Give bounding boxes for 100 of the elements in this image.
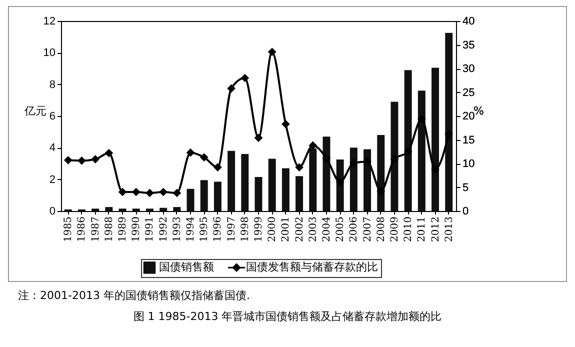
x-tick-label: 2010 <box>403 216 414 242</box>
bar <box>254 176 262 211</box>
point <box>444 130 454 138</box>
y-tick-label: 2 <box>49 174 56 186</box>
x-tick-label: 2007 <box>362 216 374 242</box>
point <box>295 163 304 172</box>
point <box>390 155 399 164</box>
bar <box>418 90 426 211</box>
x-tick-label: 2008 <box>376 216 387 242</box>
bar <box>160 208 168 211</box>
bar <box>228 150 236 211</box>
legend-label: 国债销售额 <box>159 260 214 274</box>
point <box>64 156 72 164</box>
text: 注：2001-2013 年的国债销售额仅指储蓄国债. <box>18 288 251 303</box>
x-tick-label: 1993 <box>172 216 183 242</box>
bar <box>364 149 372 211</box>
x-tick-label: 2009 <box>389 216 400 242</box>
x-tick-label: 1996 <box>212 216 224 242</box>
y2-tick-label: 40 <box>462 16 475 28</box>
y-tick-label: 12 <box>43 16 56 28</box>
y2-tick-label: 15 <box>462 134 475 146</box>
x-tick-label: 2001 <box>280 216 292 242</box>
y2-tick-label: 35 <box>462 39 475 52</box>
x-tick-label: 1994 <box>186 216 197 242</box>
bar <box>282 168 290 211</box>
x-tick-label: 2004 <box>321 216 332 242</box>
y-tick-label: 8 <box>49 78 56 91</box>
y2-tick-label: 20 <box>462 110 475 122</box>
y2-tick-label: 30 <box>462 63 475 75</box>
point <box>336 178 344 186</box>
bar <box>173 207 181 211</box>
point <box>376 186 386 196</box>
point <box>322 154 331 162</box>
point <box>417 114 426 124</box>
legend-label: 国债发售额与储蓄存款的比 <box>246 260 378 274</box>
x-tick-label: 2012 <box>430 216 442 242</box>
x-tick-label: 2003 <box>308 216 319 242</box>
text: 图 1 1985-2013 年晋城市国债销售额及占储蓄存款增加额的比 <box>132 309 443 324</box>
y-tick-label: 4 <box>49 142 56 154</box>
x-tick-label: 2006 <box>348 216 360 242</box>
point <box>200 153 208 162</box>
x-tick-label: 2011 <box>416 216 428 242</box>
x-tick-label: 2002 <box>294 216 306 242</box>
y-tick-label: 6 <box>49 110 56 122</box>
x-tick-label: 1998 <box>240 216 251 242</box>
point <box>268 48 276 56</box>
bar <box>404 70 412 211</box>
point <box>254 134 263 142</box>
bar <box>105 207 113 211</box>
x-tick-label: 1997 <box>226 216 238 242</box>
y2-tick-label: 25 <box>462 86 475 99</box>
bar <box>432 68 440 211</box>
point <box>146 188 154 198</box>
point <box>308 141 318 150</box>
point <box>104 148 114 158</box>
point <box>363 157 372 166</box>
point <box>91 155 100 164</box>
x-tick-label: 1995 <box>199 216 210 242</box>
bar <box>377 135 385 211</box>
point <box>431 165 440 174</box>
x-tick-label: 1986 <box>76 216 88 242</box>
point <box>350 158 358 168</box>
x-tick-label: 1992 <box>158 216 170 242</box>
y-tick-label: 0 <box>49 206 56 218</box>
point <box>404 147 412 156</box>
bar <box>241 154 249 211</box>
bar <box>322 136 330 211</box>
bar <box>296 176 304 211</box>
y2-tick-label: 5 <box>462 182 469 194</box>
bar <box>445 32 453 211</box>
x-tick-label: 1991 <box>144 216 156 242</box>
y2-tick-label: 10 <box>462 158 475 170</box>
bar <box>200 180 208 211</box>
bar <box>309 148 317 211</box>
bar <box>186 188 194 211</box>
x-tick-label: 1999 <box>254 216 264 242</box>
y-tick-label: 10 <box>43 47 56 60</box>
bar <box>214 182 222 211</box>
x-tick-label: 2005 <box>335 216 346 242</box>
bar <box>268 158 276 211</box>
point <box>240 74 250 82</box>
point <box>172 188 182 198</box>
bar <box>390 102 398 211</box>
x-tick-label: 1990 <box>131 216 142 242</box>
point <box>214 163 222 172</box>
point <box>78 156 86 165</box>
point <box>186 148 195 157</box>
point <box>227 84 236 93</box>
y2-tick-label: 0 <box>462 206 469 218</box>
bar <box>350 148 358 211</box>
x-tick-label: 2000 <box>267 216 278 242</box>
point <box>282 120 290 128</box>
y2-axis-title: % <box>474 104 484 118</box>
x-tick-label: 1988 <box>104 216 115 242</box>
x-tick-label: 1985 <box>63 216 74 242</box>
point <box>159 188 168 196</box>
x-tick-label: 2013 <box>444 216 455 242</box>
y-axis-title: 亿元 <box>23 104 46 118</box>
point <box>118 188 127 196</box>
x-tick-label: 1987 <box>90 216 102 242</box>
